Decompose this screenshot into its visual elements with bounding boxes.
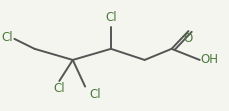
Text: Cl: Cl: [53, 82, 65, 95]
Text: Cl: Cl: [2, 31, 13, 44]
Text: OH: OH: [200, 53, 218, 66]
Text: Cl: Cl: [105, 11, 116, 24]
Text: O: O: [183, 32, 192, 45]
Text: Cl: Cl: [89, 88, 101, 101]
